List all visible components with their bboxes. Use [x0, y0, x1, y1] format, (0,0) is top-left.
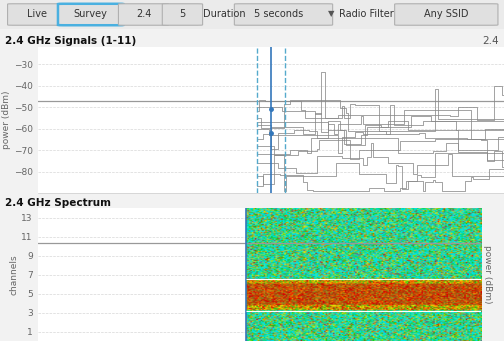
- Text: 2.4: 2.4: [482, 36, 499, 46]
- Text: Live: Live: [27, 9, 46, 19]
- Text: 5 seconds: 5 seconds: [255, 9, 304, 19]
- Text: 5: 5: [179, 9, 185, 19]
- Text: Survey: Survey: [74, 9, 108, 19]
- Text: 2.4: 2.4: [136, 9, 151, 19]
- Text: 2.4 GHz Spectrum: 2.4 GHz Spectrum: [5, 198, 111, 208]
- Y-axis label: power (dBm): power (dBm): [2, 91, 11, 149]
- FancyBboxPatch shape: [395, 4, 498, 25]
- FancyBboxPatch shape: [8, 4, 66, 25]
- Y-axis label: channels: channels: [10, 254, 19, 295]
- FancyBboxPatch shape: [118, 4, 169, 25]
- Y-axis label: power (dBm): power (dBm): [483, 245, 492, 304]
- Text: Duration: Duration: [203, 9, 246, 19]
- Text: Radio Filter: Radio Filter: [339, 9, 394, 19]
- FancyBboxPatch shape: [162, 4, 203, 25]
- FancyBboxPatch shape: [58, 4, 123, 25]
- Text: ▼: ▼: [329, 10, 335, 18]
- Text: 2.4 GHz Signals (1-11): 2.4 GHz Signals (1-11): [5, 36, 136, 46]
- Text: Any SSID: Any SSID: [424, 9, 469, 19]
- FancyBboxPatch shape: [234, 4, 333, 25]
